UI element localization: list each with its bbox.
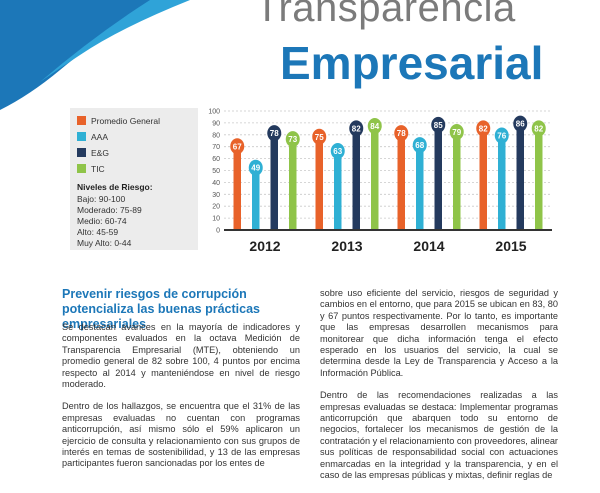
bar (416, 149, 424, 230)
data-label: 63 (333, 147, 342, 156)
bar (334, 155, 342, 230)
data-label: 79 (452, 128, 461, 137)
legend-item-tic: TIC (77, 164, 105, 174)
legend-item-eg: E&G (77, 148, 109, 158)
article-paragraph: Dentro de las recomendaciones realizadas… (320, 390, 558, 481)
bar (233, 150, 241, 230)
bar (315, 140, 323, 230)
y-tick-label: 20 (212, 204, 220, 211)
data-label-bubble (267, 125, 282, 142)
legend-label: TIC (91, 164, 105, 174)
risk-level-item: Alto: 45-59 (77, 227, 119, 237)
data-label: 76 (497, 132, 506, 141)
legend-label: E&G (91, 148, 109, 158)
bar (289, 143, 297, 230)
risk-level-item: Muy Alto: 0-44 (77, 238, 132, 248)
legend-swatch (77, 148, 86, 157)
data-label-bubble (494, 127, 509, 144)
article-paragraph: sobre uso eficiente del servicio, riesgo… (320, 288, 558, 378)
y-tick-label: 90 (212, 120, 220, 127)
data-label: 82 (534, 124, 543, 133)
data-label-bubble (394, 125, 409, 142)
data-label-bubble (312, 128, 327, 145)
bar (252, 171, 260, 230)
x-tick-label: 2012 (249, 238, 280, 254)
y-tick-label: 60 (212, 156, 220, 163)
risk-level-item: Medio: 60-74 (77, 216, 127, 226)
y-tick-label: 0 (216, 228, 220, 235)
legend-swatch (77, 164, 86, 173)
bar (453, 135, 461, 230)
data-label: 82 (479, 124, 488, 133)
y-tick-label: 70 (212, 144, 220, 151)
y-tick-label: 100 (208, 109, 220, 116)
bar (397, 137, 405, 230)
legend-item-aaa: AAA (77, 132, 108, 142)
data-label-bubble (449, 123, 464, 140)
data-label-bubble (367, 118, 382, 135)
legend-panel: Promedio General AAA E&G TIC Niveles de … (70, 108, 198, 250)
bar (434, 128, 442, 230)
data-label: 75 (315, 133, 324, 142)
bar (535, 132, 543, 230)
y-tick-label: 30 (212, 192, 220, 199)
data-label-bubble (349, 120, 364, 137)
risk-level-item: Moderado: 75-89 (77, 205, 142, 215)
article-column-left: Se destacan avances en la mayoría de ind… (62, 322, 300, 481)
data-label: 68 (415, 141, 424, 150)
data-label-bubble (412, 137, 427, 154)
y-tick-label: 50 (212, 168, 220, 175)
x-tick-label: 2014 (413, 238, 444, 254)
risk-level-item: Bajo: 90-100 (77, 194, 126, 204)
data-label-bubble (513, 115, 528, 132)
data-label: 78 (397, 129, 406, 138)
header-title-line2: Empresarial (280, 37, 544, 89)
article-column-right: sobre uso eficiente del servicio, riesgo… (320, 288, 558, 493)
article-paragraph: Dentro de los hallazgos, se encuentra qu… (62, 401, 300, 469)
data-label: 78 (270, 129, 279, 138)
x-tick-label: 2015 (495, 238, 526, 254)
x-tick-label: 2013 (331, 238, 362, 254)
legend-swatch (77, 116, 86, 125)
data-label-bubble (230, 138, 245, 155)
risk-levels-title: Niveles de Riesgo: (77, 182, 153, 192)
data-label-bubble (531, 120, 546, 137)
header-title-line1: Transparencia (255, 0, 516, 30)
data-label: 85 (434, 121, 443, 130)
data-label-bubble (248, 159, 263, 176)
data-label: 73 (288, 135, 297, 144)
y-tick-label: 80 (212, 132, 220, 139)
bar (498, 139, 506, 230)
data-label: 67 (233, 142, 242, 151)
bar (270, 137, 278, 230)
bar (371, 130, 379, 230)
bar (479, 132, 487, 230)
data-label-bubble (431, 116, 446, 133)
data-label-bubble (285, 131, 300, 148)
data-label: 49 (251, 164, 260, 173)
bar-chart: 0 10 20 30 40 50 60 70 80 90 100 67 49 78 73 2012 75 63 82… (208, 109, 552, 254)
legend-label: AAA (91, 132, 109, 142)
data-label: 86 (516, 120, 525, 129)
article-heading: Prevenir riesgos de corrupción potencial… (62, 287, 260, 331)
data-label-bubble (476, 120, 491, 137)
header-swoosh-decoration (0, 0, 190, 110)
bar (516, 127, 524, 230)
data-label-bubble (330, 143, 345, 160)
legend-label: Promedio General (91, 116, 160, 126)
bar (352, 132, 360, 230)
data-label: 84 (370, 122, 379, 131)
y-tick-label: 40 (212, 180, 220, 187)
legend-item-promedio: Promedio General (77, 116, 160, 126)
y-tick-label: 10 (212, 216, 220, 223)
data-label: 82 (352, 124, 361, 133)
article-paragraph: Se destacan avances en la mayoría de ind… (62, 322, 300, 390)
legend-swatch (77, 132, 86, 141)
